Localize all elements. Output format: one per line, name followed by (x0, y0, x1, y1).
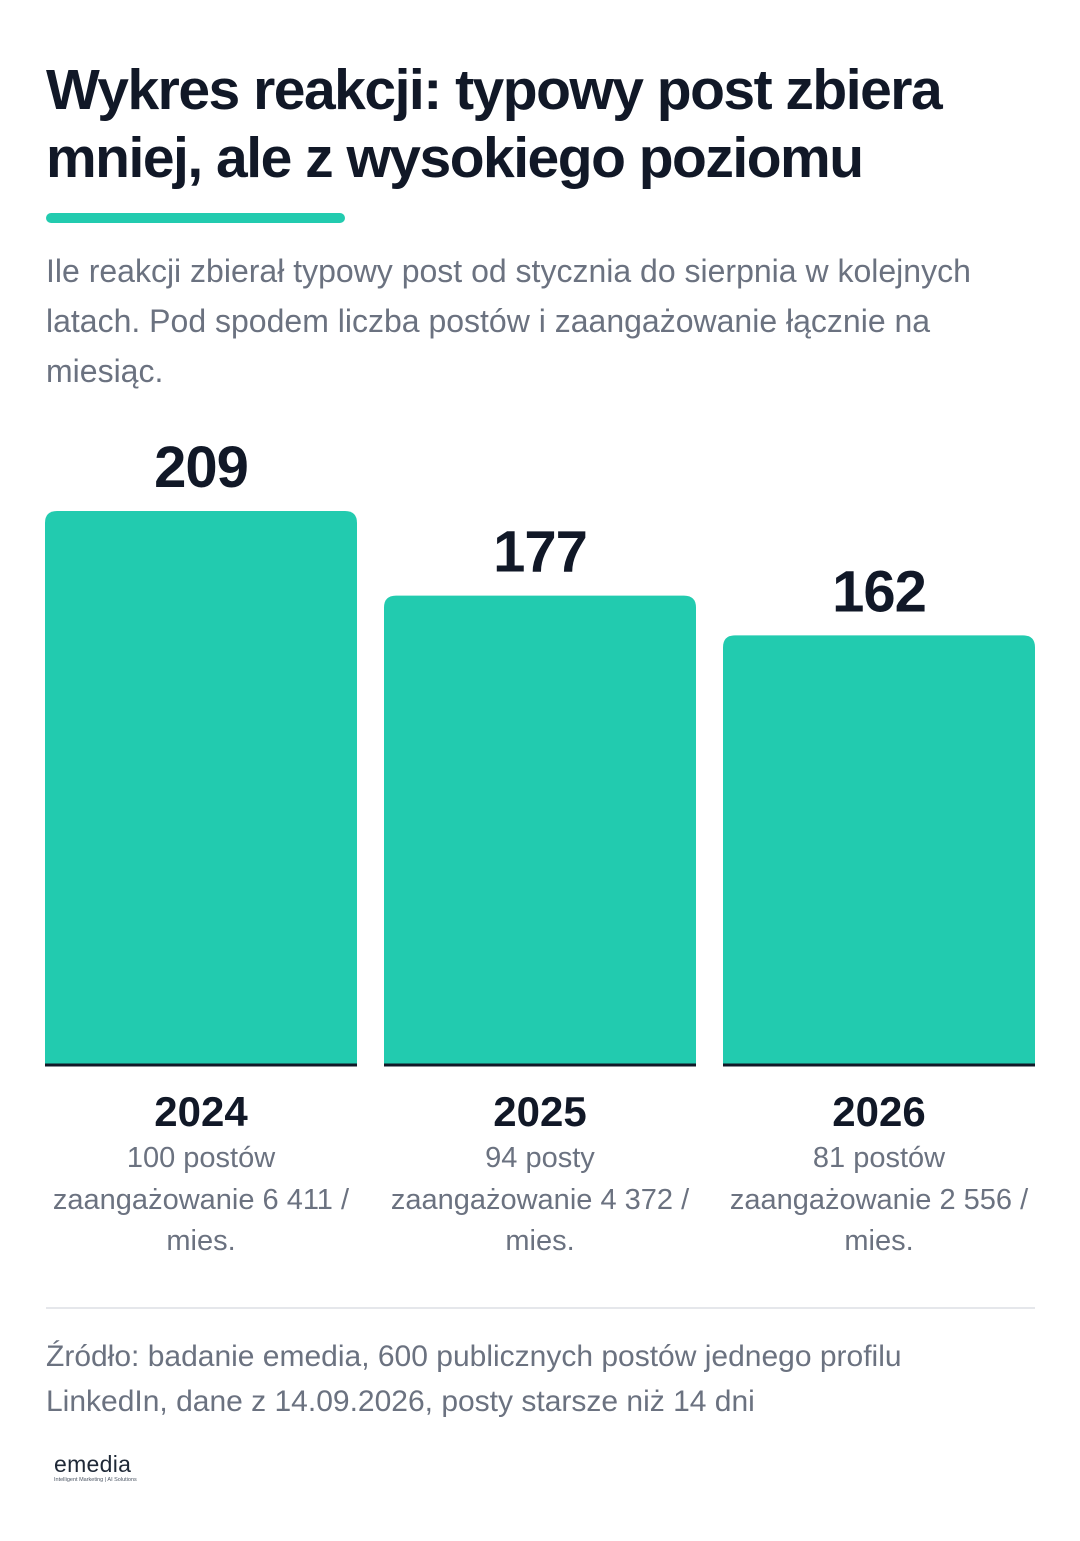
posts-count: 94 posty (485, 1142, 595, 1174)
category-2024: 2024 100 postów zaangażowanie 6 411 / mi… (45, 1086, 357, 1262)
page-subtitle: Ile reakcji zbierał typowy post od stycz… (46, 253, 971, 389)
engagement-per-month: zaangażowanie 2 556 / mies. (729, 1184, 1029, 1257)
category-label: 2025 (493, 1088, 587, 1135)
emedia-logo: emedia Intelligent Marketing | AI Soluti… (54, 1452, 184, 1488)
posts-count: 81 postów (812, 1142, 946, 1174)
bar-2024 (45, 511, 357, 1064)
footer-divider (46, 1307, 1035, 1309)
engagement-per-month: zaangażowanie 6 411 / mies. (52, 1184, 350, 1257)
value-label-2026: 162 (832, 559, 926, 624)
reactions-bar-chart: 209 177 162 (45, 435, 1035, 1067)
source-note: Źródło: badanie emedia, 600 publicznych … (46, 1340, 902, 1418)
category-2026: 2026 81 postów zaangażowanie 2 556 / mie… (723, 1086, 1035, 1262)
value-label-2025: 177 (493, 520, 587, 585)
bar-2026 (723, 635, 1035, 1064)
category-label: 2024 (154, 1088, 248, 1135)
category-2025: 2025 94 posty zaangażowanie 4 372 / mies… (384, 1086, 696, 1262)
posts-count: 100 postów (126, 1142, 276, 1174)
title-accent-bar (46, 213, 345, 223)
bar-2025 (384, 595, 696, 1064)
page-title: Wykres reakcji: typowy post zbiera mniej… (46, 58, 943, 190)
category-label: 2026 (832, 1088, 926, 1135)
value-label-2024: 209 (154, 435, 248, 500)
logo-wordmark: emedia (54, 1451, 132, 1477)
logo-tagline: Intelligent Marketing | AI Solutions (54, 1477, 137, 1483)
engagement-per-month: zaangażowanie 4 372 / mies. (390, 1184, 690, 1257)
